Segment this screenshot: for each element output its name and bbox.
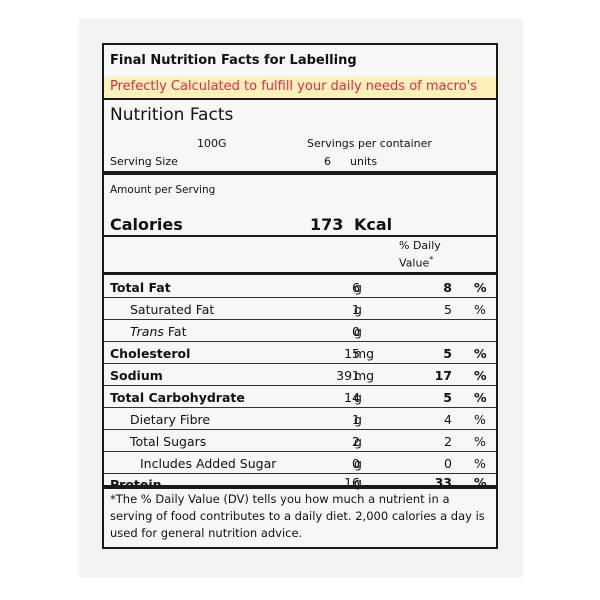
nutrient-unit: g [354, 475, 362, 490]
nutrient-row-added-sugar: Includes Added Sugar 0 g 0 % [104, 453, 496, 474]
percent-sign: % [474, 346, 487, 361]
thick-divider [104, 171, 496, 175]
nutrient-unit: g [354, 302, 362, 317]
calories-label: Calories [110, 215, 183, 234]
row-divider [104, 429, 496, 430]
percent-sign: % [474, 390, 487, 405]
calories-unit: Kcal [354, 215, 393, 234]
nutrient-amount: 0 [352, 456, 360, 471]
row-divider [104, 385, 496, 386]
nutrient-dv: 5 [443, 390, 452, 405]
dv-header-line2: Value* [399, 255, 433, 270]
banner-text: Prefectly Calculated to fulfill your dai… [110, 79, 478, 94]
nutrient-dv: 2 [444, 434, 452, 449]
row-divider [104, 451, 496, 452]
nutrient-row-saturated-fat: Saturated Fat 1 g 5 % [104, 299, 496, 320]
nutrient-name: Trans Fat [130, 324, 187, 339]
nutrient-name: Total Sugars [130, 434, 207, 449]
calories-value: 173 [310, 215, 344, 234]
row-divider [104, 473, 496, 474]
nutrient-unit: g [354, 434, 362, 449]
nutrient-row-sodium: Sodium 391 mg 17 % [104, 365, 496, 386]
nutrient-row-cholesterol: Cholesterol 15 mg 5 % [104, 343, 496, 364]
nutrient-unit: mg [354, 368, 375, 383]
nutrient-row-dietary-fibre: Dietary Fibre 1 g 4 % [104, 409, 496, 430]
nutrient-unit: g [354, 412, 362, 427]
nutrient-row-trans-fat: Trans Fat 0 g [104, 321, 496, 342]
nutrient-row-total-fat: Total Fat 6 g 8 % [104, 277, 496, 298]
amount-per-serving: Amount per Serving [110, 184, 216, 196]
percent-sign: % [474, 302, 486, 317]
servings-value: 6 [324, 155, 331, 168]
nutrient-name: Total Fat [110, 280, 171, 295]
nutrient-unit: g [354, 280, 362, 295]
percent-sign: % [474, 368, 487, 383]
nutrient-dv: 0 [444, 456, 452, 471]
nutrient-name: Includes Added Sugar [140, 456, 277, 471]
row-divider [104, 363, 496, 364]
nutrient-name: Sodium [110, 368, 163, 383]
nutrient-dv: 5 [443, 346, 452, 361]
servings-per-container-label: Servings per container [307, 137, 432, 150]
nutrient-unit: g [354, 456, 362, 471]
nutrient-unit: mg [354, 346, 375, 361]
row-divider [104, 319, 496, 320]
serving-size-label: Serving Size [110, 155, 178, 168]
row-divider [104, 341, 496, 342]
nutrient-row-total-carbohydrate: Total Carbohydrate 14 g 5 % [104, 387, 496, 408]
dv-asterisk: * [429, 255, 434, 264]
nutrient-dv: 8 [443, 280, 452, 295]
dv-header-value: Value [399, 256, 430, 270]
nutrient-amount: 1 [352, 412, 360, 427]
nutrient-amount: 0 [352, 324, 360, 339]
percent-sign: % [474, 412, 486, 427]
row-divider [104, 407, 496, 408]
trans-label: Trans [130, 324, 164, 339]
row-divider [104, 297, 496, 298]
divider [104, 98, 496, 100]
nutrient-amount: 6 [352, 280, 360, 295]
servings-unit: units [350, 155, 378, 168]
thick-divider [104, 485, 496, 489]
nutrient-name: Cholesterol [110, 346, 191, 361]
nutrient-row-total-sugars: Total Sugars 2 g 2 % [104, 431, 496, 452]
daily-value-footnote: *The % Daily Value (DV) tells you how mu… [110, 492, 485, 540]
nutrient-amount: 1 [352, 302, 360, 317]
nutrition-label: Final Nutrition Facts for Labelling Pref… [102, 43, 498, 549]
nutrient-amount: 391 [336, 368, 360, 383]
nutrient-dv: 5 [444, 302, 452, 317]
nutrient-dv: 4 [444, 412, 452, 427]
nutrient-dv: 17 [434, 368, 452, 383]
label-title: Final Nutrition Facts for Labelling [110, 53, 357, 68]
percent-sign: % [474, 434, 486, 449]
dv-header-line1: % Daily [399, 239, 441, 252]
nutrient-name: Total Carbohydrate [110, 390, 245, 405]
highlight-banner: Prefectly Calculated to fulfill your dai… [104, 77, 496, 98]
percent-sign: % [474, 280, 487, 295]
nutrient-amount: 2 [352, 434, 360, 449]
divider [104, 235, 496, 237]
nutrient-amount: 15 [344, 346, 360, 361]
percent-sign: % [474, 456, 486, 471]
nutrition-facts-heading: Nutrition Facts [110, 105, 234, 125]
trans-suffix: Fat [167, 324, 187, 339]
nutrient-name: Dietary Fibre [130, 412, 211, 427]
serving-amount: 100G [197, 137, 227, 150]
thick-divider [104, 272, 496, 275]
nutrient-row-protein: Protein 16 g 33 % [104, 465, 496, 492]
nutrient-amount: 14 [344, 390, 360, 405]
nutrient-unit: g [354, 390, 362, 405]
nutrient-unit: g [354, 324, 362, 339]
nutrient-name: Saturated Fat [130, 302, 215, 317]
